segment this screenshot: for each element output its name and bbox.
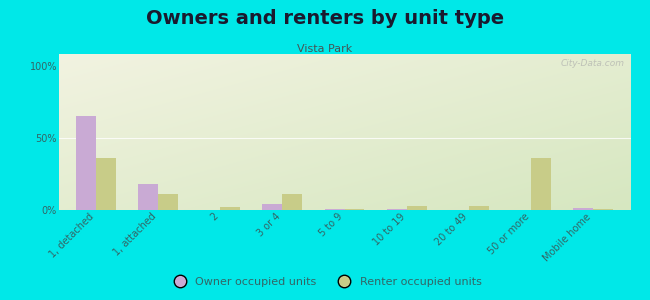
Bar [573,208,593,210]
Bar [96,158,116,210]
Bar [158,194,178,210]
Bar [531,158,551,210]
Bar [324,209,345,210]
Bar [263,204,282,210]
Bar [407,206,426,210]
Bar [387,209,407,210]
Bar [344,209,365,210]
Text: Owners and renters by unit type: Owners and renters by unit type [146,9,504,28]
Bar [220,207,240,210]
Bar [469,206,489,210]
Text: Vista Park: Vista Park [298,44,352,53]
Bar [593,209,613,210]
Bar [76,116,96,210]
Bar [282,194,302,210]
Bar [138,184,158,210]
Text: City-Data.com: City-Data.com [561,59,625,68]
Legend: Owner occupied units, Renter occupied units: Owner occupied units, Renter occupied un… [164,273,486,291]
